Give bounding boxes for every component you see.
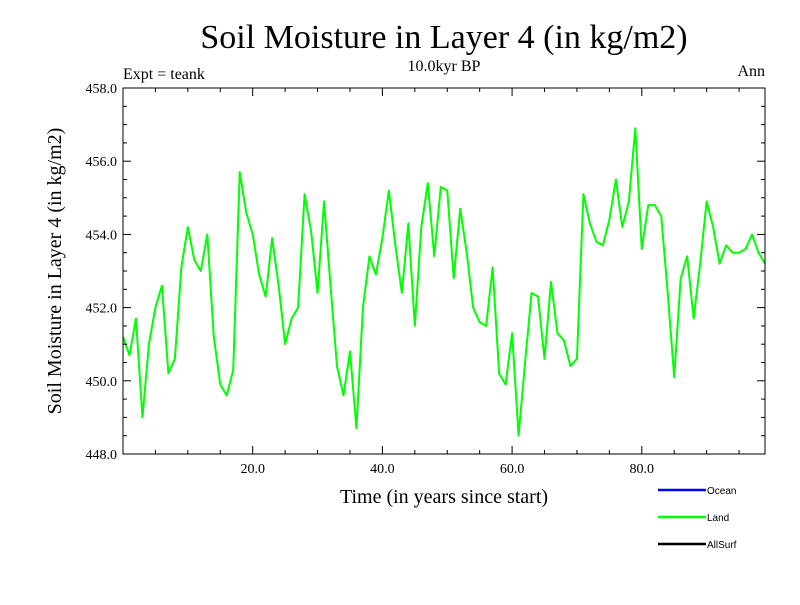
legend-label-land: Land — [707, 513, 729, 524]
y-tick-label: 454.0 — [86, 228, 118, 243]
y-tick-label: 450.0 — [86, 375, 118, 390]
chart-title: Soil Moisture in Layer 4 (in kg/m2) — [200, 19, 687, 56]
chart-subtitle: 10.0kyr BP — [408, 58, 481, 75]
y-tick-label: 452.0 — [86, 302, 118, 317]
series-line-land — [122, 127, 766, 437]
axes: 448.0 450.0 452.0 454.0 456.0 458.0 20.0 40.0 60… — [86, 82, 766, 477]
y-tick-label: 456.0 — [86, 155, 118, 170]
legend-label-ocean: Ocean — [707, 486, 736, 497]
y-tick-label: 458.0 — [86, 82, 118, 97]
x-tick-label: 80.0 — [630, 462, 655, 477]
x-tick-label: 40.0 — [370, 462, 395, 477]
x-tick-label: 20.0 — [240, 462, 265, 477]
plot-area — [122, 127, 766, 437]
legend-label-allsurf: AllSurf — [707, 540, 737, 551]
season-label: Ann — [737, 63, 765, 80]
experiment-label: Expt = teank — [123, 66, 205, 83]
x-tick-label: 60.0 — [500, 462, 525, 477]
x-axis-label: Time (in years since start) — [340, 486, 548, 508]
legend: Ocean Land AllSurf — [658, 486, 737, 551]
y-axis-label: Soil Moisture in Layer 4 (in kg/m2) — [44, 128, 66, 415]
y-tick-label: 448.0 — [86, 448, 118, 463]
